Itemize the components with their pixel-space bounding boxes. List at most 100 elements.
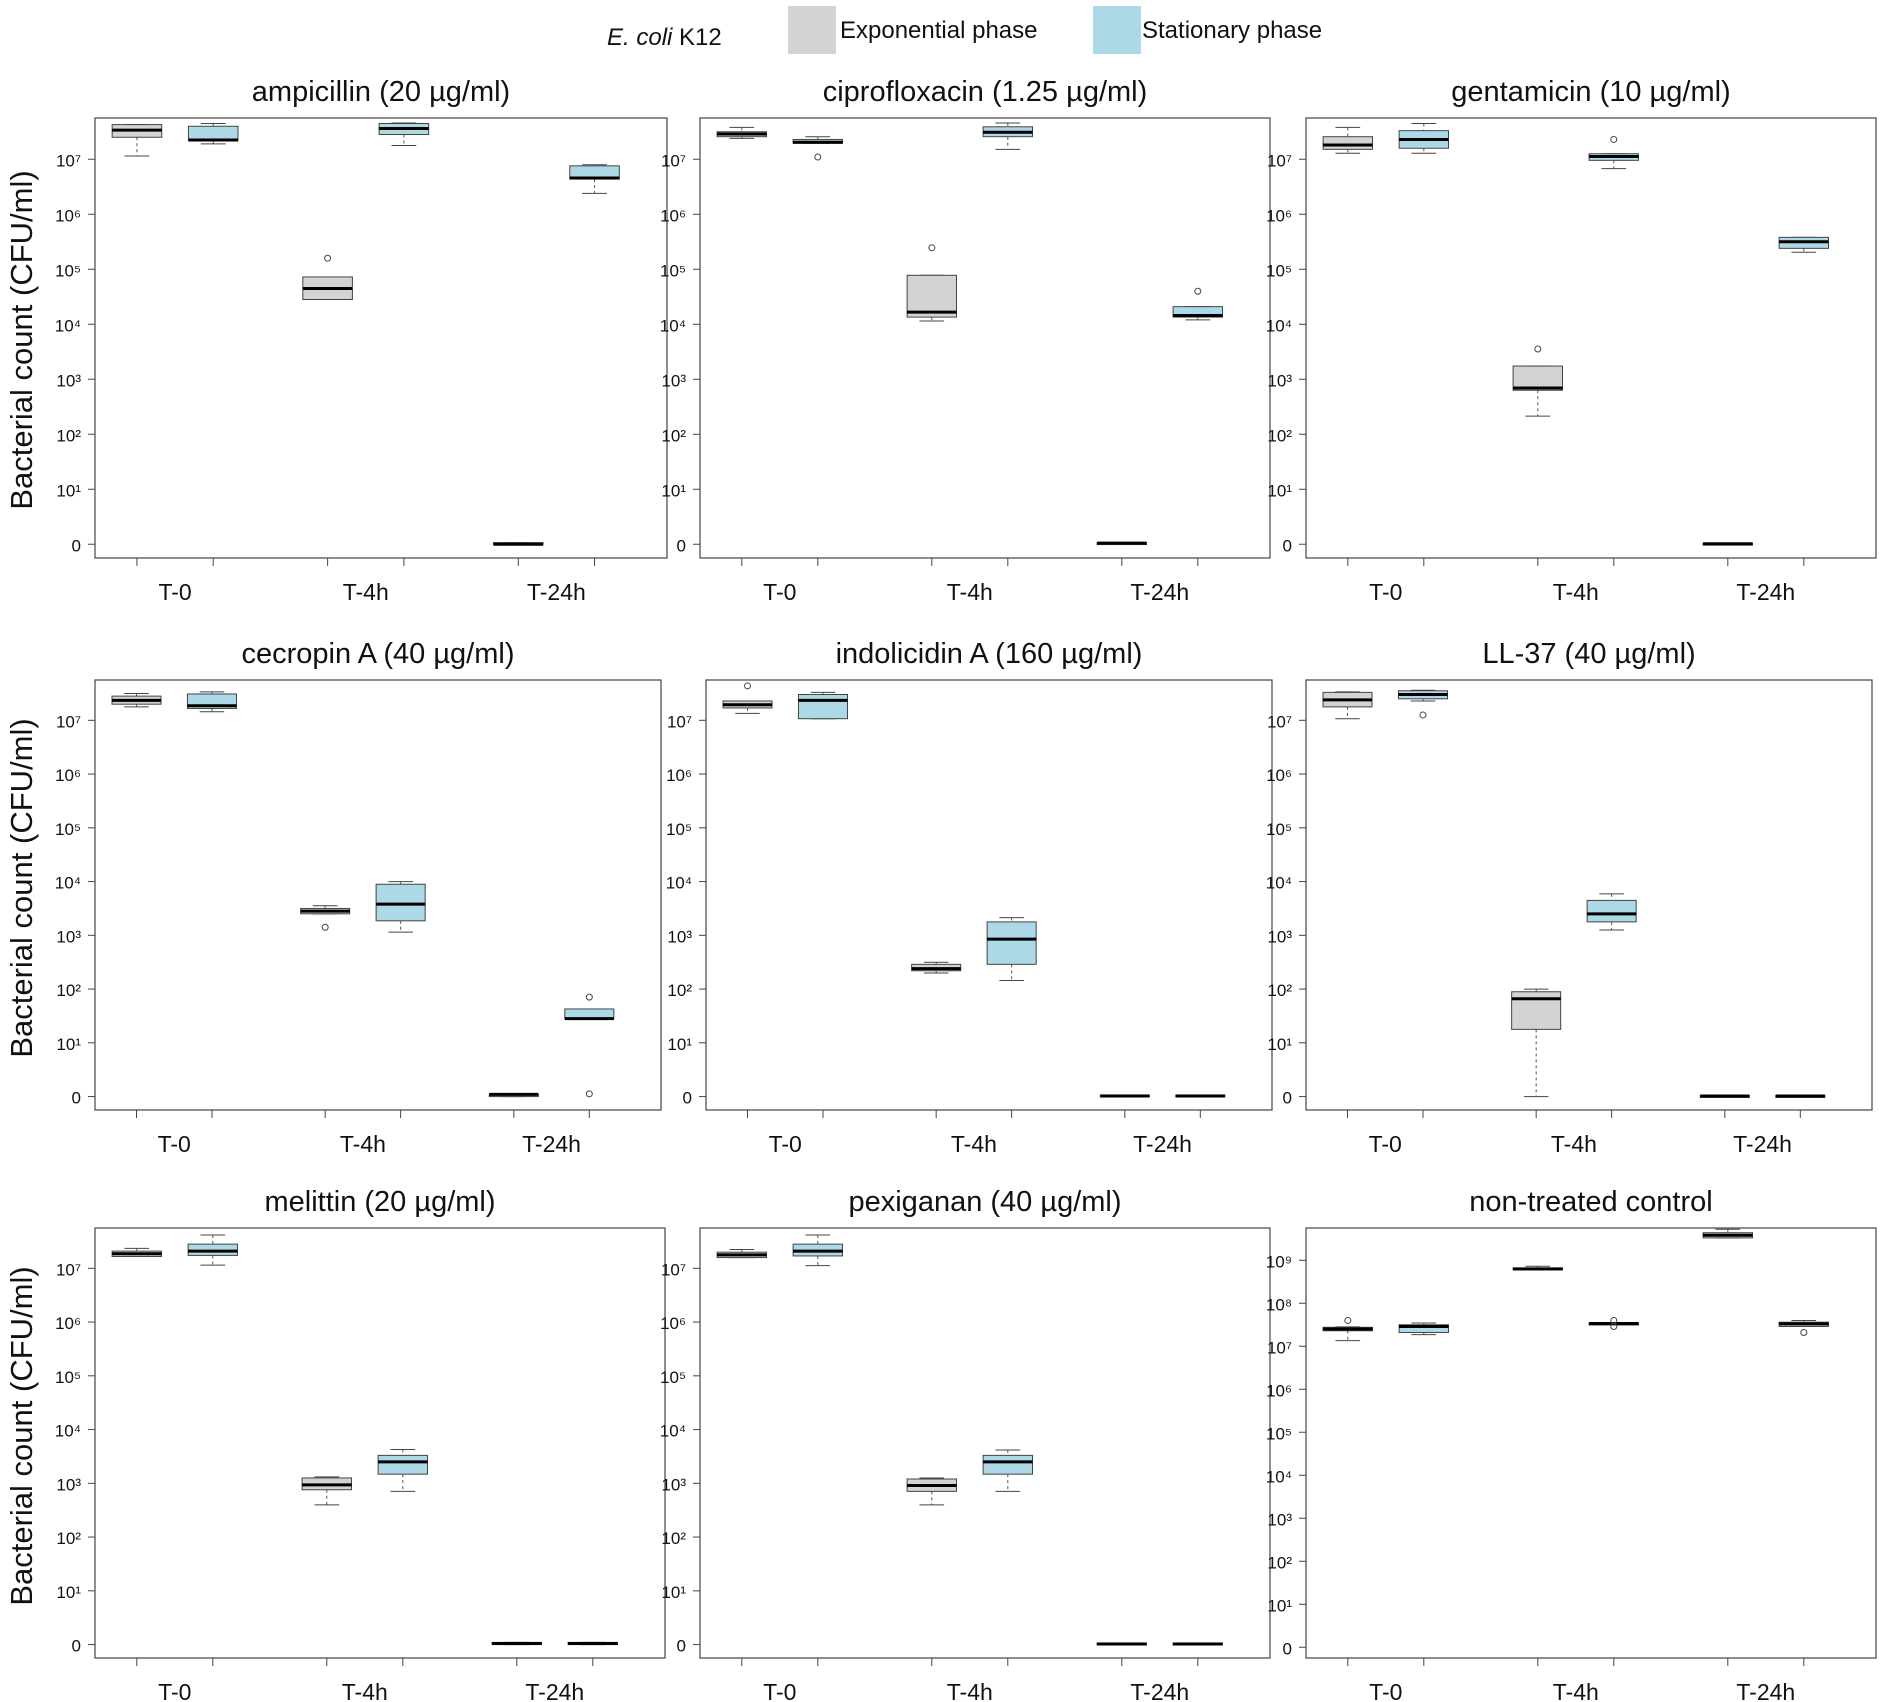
x-tick-label: T-4h — [1551, 1131, 1597, 1157]
y-tick-label: 10⁶ — [55, 206, 81, 225]
panel-title: pexiganan (40 µg/ml) — [848, 1186, 1121, 1218]
outlier-point — [321, 923, 329, 931]
plot-frame — [1305, 117, 1877, 559]
x-tick-label: T-0 — [1369, 579, 1402, 605]
legend-title: E. coli K12 — [607, 24, 722, 51]
panel-7: melittin (20 µg/ml) 0 10¹ 10² 10³ 10⁴ 10⁵ 10⁶ 10… — [55, 1186, 666, 1702]
x-tick-label: T-4h — [1553, 579, 1599, 605]
y-tick-label: 10⁴ — [660, 1422, 686, 1441]
box-exponential-t-4h — [1512, 345, 1563, 417]
y-tick-label: 10² — [56, 1529, 81, 1548]
y-tick-label: 0 — [72, 1089, 81, 1108]
x-tick-label: T-24h — [1133, 1131, 1192, 1157]
plot-frame — [94, 1227, 666, 1659]
box-exponential-t-24h — [1699, 1094, 1750, 1098]
plot-frame — [1305, 679, 1873, 1111]
box-stationary-t-0 — [1398, 123, 1449, 154]
box-stationary-t-24h — [1172, 1642, 1223, 1646]
y-tick-label: 10⁵ — [660, 261, 686, 280]
legend-swatch-stationary — [1093, 6, 1141, 54]
outlier-point — [585, 993, 593, 1001]
y-tick-label: 10¹ — [1267, 1035, 1292, 1054]
panel-2: ciprofloxacin (1.25 µg/ml) 0 10¹ 10² 10³ 10⁴ 1… — [660, 76, 1271, 605]
box-body — [797, 694, 848, 720]
plot-frame — [1305, 1227, 1877, 1659]
box-body — [1586, 899, 1637, 923]
box-stationary-t-0 — [187, 123, 239, 145]
y-tick-label: 10⁶ — [1266, 1381, 1292, 1400]
x-tick-label: T-0 — [1369, 1131, 1402, 1157]
y-tick-label: 10¹ — [56, 1035, 81, 1054]
y-tick-label: 10¹ — [667, 1035, 692, 1054]
box-exponential-t-24h — [1096, 541, 1147, 546]
y-tick-label: 10⁴ — [55, 316, 81, 335]
y-tick-label: 10¹ — [56, 1583, 81, 1602]
y-tick-label: 10³ — [1267, 371, 1292, 390]
y-tick-label: 10³ — [661, 371, 686, 390]
box-exponential-t-0 — [716, 126, 767, 139]
outlier-point — [1419, 711, 1427, 719]
legend: E. coli K12 Exponential phase Stationary… — [607, 6, 1322, 54]
box-exponential-t-4h — [906, 244, 957, 322]
box-stationary-t-24h — [569, 164, 620, 194]
panel-4: cecropin A (40 µg/ml) 0 10¹ 10² 10³ 10⁴ 10⁵ 10⁶… — [55, 638, 662, 1157]
y-tick-label: 10⁵ — [55, 820, 81, 839]
x-tick-label: T-0 — [763, 579, 796, 605]
box-stationary-t-4h — [982, 1449, 1033, 1492]
plot-frame — [94, 117, 668, 559]
outlier-point — [928, 244, 936, 252]
y-tick-label: 10⁷ — [661, 151, 686, 170]
y-tick-label: 10⁶ — [1266, 766, 1292, 785]
box-stationary-t-24h — [1172, 287, 1223, 321]
outlier-point — [744, 682, 752, 690]
panel-title: ciprofloxacin (1.25 µg/ml) — [823, 76, 1148, 108]
box-exponential-t-4h — [302, 254, 353, 301]
box-exponential-t-4h — [301, 1476, 353, 1506]
y-tick-label: 10¹ — [56, 481, 81, 500]
x-tick-label: T-4h — [951, 1131, 997, 1157]
box-stationary-t-0 — [1398, 1322, 1449, 1336]
y-tick-label: 10² — [661, 1529, 686, 1548]
box-stationary-t-4h — [982, 122, 1033, 150]
x-tick-label: T-4h — [947, 1679, 993, 1702]
box-stationary-t-24h — [1775, 1094, 1826, 1098]
box-body — [906, 274, 957, 318]
outlier-point — [814, 153, 822, 161]
outlier-point — [1344, 1316, 1352, 1324]
y-tick-label: 10² — [56, 426, 81, 445]
box-body — [375, 883, 426, 922]
y-tick-label: 10³ — [56, 371, 81, 390]
panel-5: indolicidin A (160 µg/ml) 0 10¹ 10² 10³ 10⁴ 10… — [666, 638, 1273, 1157]
box-exponential-t-0 — [1322, 1316, 1373, 1342]
y-tick-label: 10⁸ — [1266, 1295, 1292, 1314]
box-body — [187, 125, 239, 142]
x-tick-label: T-24h — [525, 1679, 584, 1702]
outlier-point — [324, 254, 332, 262]
ylabel-row-1: Bacterial count (CFU/ml) — [4, 170, 39, 509]
y-tick-label: 10¹ — [661, 1583, 686, 1602]
box-stationary-t-24h — [1175, 1094, 1226, 1098]
y-tick-label: 10⁶ — [666, 766, 692, 785]
box-stationary-t-4h — [378, 122, 430, 146]
y-tick-label: 10⁵ — [1266, 820, 1292, 839]
y-tick-label: 10⁴ — [666, 874, 692, 893]
y-tick-label: 10⁶ — [55, 1314, 81, 1333]
box-stationary-t-24h — [1778, 236, 1829, 253]
y-tick-label: 10⁵ — [660, 1368, 686, 1387]
box-stationary-t-0 — [1397, 689, 1448, 719]
panel-3: gentamicin (10 µg/ml) 0 10¹ 10² 10³ 10⁴ 10⁵ 10⁶… — [1266, 76, 1877, 605]
y-tick-label: 10⁷ — [661, 1260, 686, 1279]
box-stationary-t-0 — [797, 691, 848, 720]
box-stationary-t-4h — [377, 1448, 429, 1492]
box-body — [377, 1454, 429, 1475]
box-stationary-t-4h — [1586, 893, 1637, 931]
panel-9: non-treated control 0 10¹ 10² 10³ 10⁴ 10⁵ 10⁶ 10… — [1266, 1186, 1877, 1702]
outlier-point — [1610, 1316, 1618, 1324]
box-exponential-t-0 — [716, 1249, 767, 1259]
y-tick-label: 10⁷ — [1267, 712, 1292, 731]
box-body — [986, 921, 1037, 965]
legend-label-stationary: Stationary phase — [1142, 17, 1322, 44]
y-tick-label: 10³ — [56, 1475, 81, 1494]
outlier-point — [1800, 1328, 1808, 1336]
box-exponential-t-4h — [1511, 988, 1562, 1098]
